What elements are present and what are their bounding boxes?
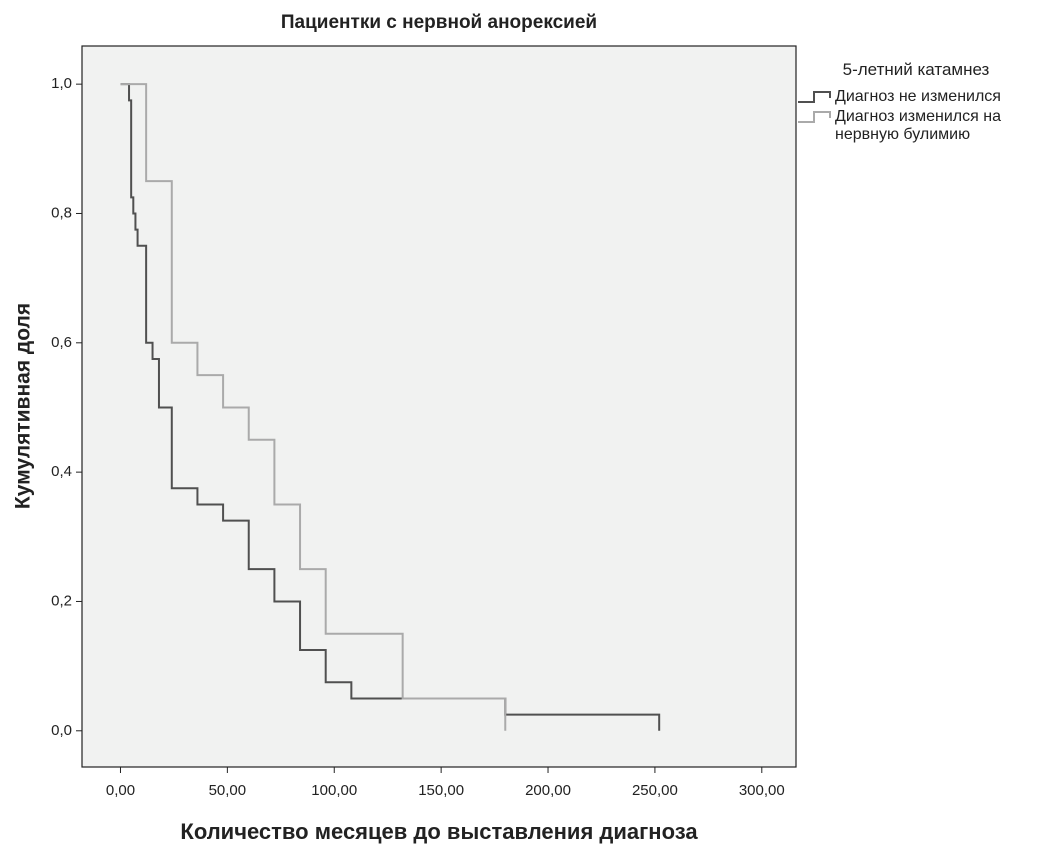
- x-tick-label: 150,00: [418, 782, 464, 799]
- legend-line: [798, 111, 831, 123]
- y-tick-label: 0,6: [51, 334, 72, 351]
- legend-item: Диагноз изменился на нервную булимию: [798, 108, 1034, 144]
- y-tick-label: 0,8: [51, 204, 72, 221]
- x-tick-label: 300,00: [739, 782, 785, 799]
- x-tick-label: 250,00: [632, 782, 678, 799]
- y-tick-label: 0,0: [51, 722, 72, 739]
- legend-label: Диагноз не изменился: [835, 88, 1001, 105]
- legend-label: Диагноз изменился на нервную булимию: [835, 108, 1001, 143]
- survival-line: [120, 83, 507, 731]
- x-tick-label: 200,00: [525, 782, 571, 799]
- legend-item: Диагноз не изменился: [798, 88, 1034, 106]
- x-axis-label: Количество месяцев до выставления диагно…: [180, 819, 698, 844]
- x-tick-label: 100,00: [311, 782, 357, 799]
- x-tick-label: 0,00: [106, 782, 135, 799]
- chart-title: Пациентки с нервной анорексией: [281, 12, 597, 33]
- legend: 5-летний катамнез Диагноз не изменился Ди…: [798, 60, 1034, 146]
- legend-swatch: [798, 111, 831, 123]
- plot-area: [81, 45, 797, 768]
- x-tick-label: 50,00: [209, 782, 247, 799]
- legend-title: 5-летний катамнез: [842, 60, 990, 79]
- y-tick-label: 0,2: [51, 592, 72, 609]
- y-axis-label: Кумулятивная доля: [12, 303, 35, 509]
- survival-line: [120, 83, 661, 731]
- legend-swatch: [798, 91, 831, 103]
- y-tick-label: 0,4: [51, 463, 72, 480]
- legend-line: [798, 91, 831, 103]
- y-tick-label: 1,0: [51, 75, 72, 92]
